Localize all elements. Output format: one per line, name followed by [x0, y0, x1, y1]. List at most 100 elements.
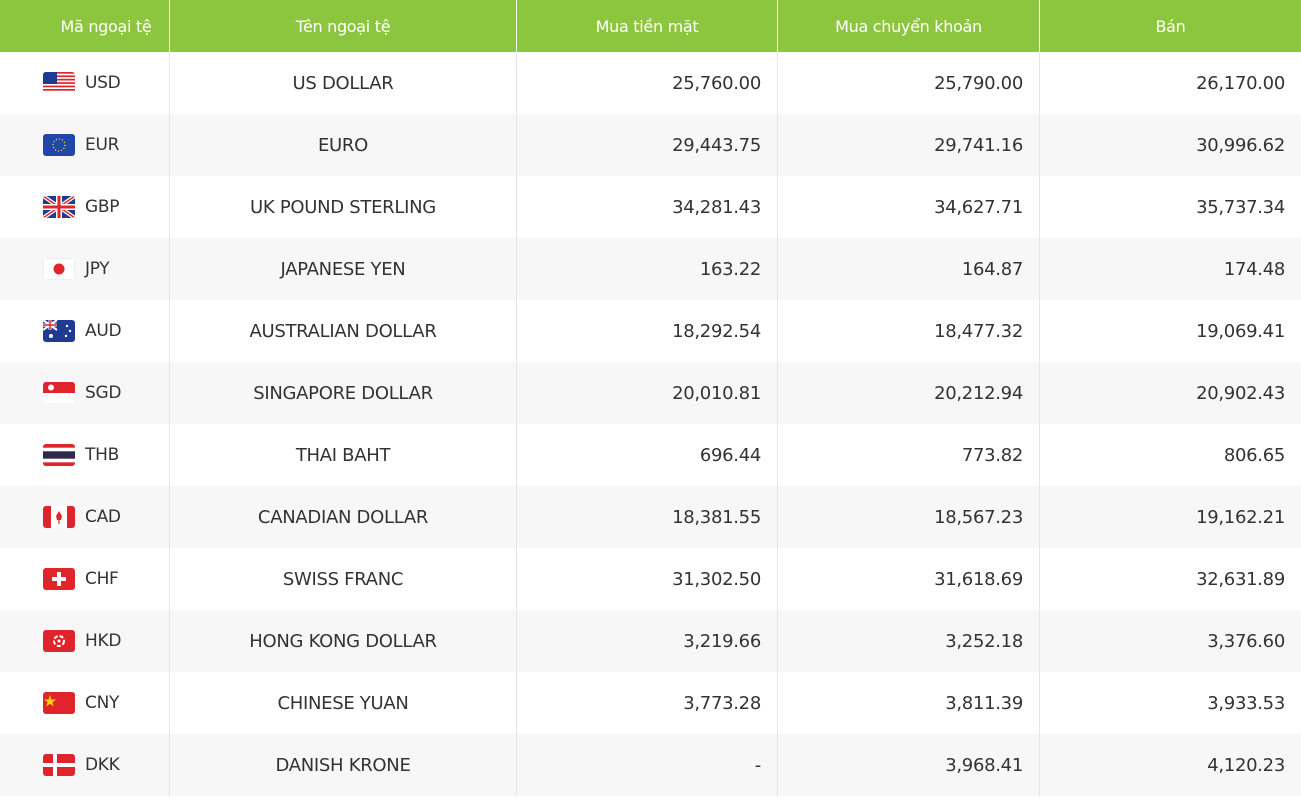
currency-name-cell: DANISH KRONE: [170, 734, 517, 796]
flag-shape: [43, 320, 57, 330]
flag-shape: [43, 196, 75, 218]
rate-cell: 18,477.32: [778, 300, 1040, 362]
currency-code: CAD: [85, 507, 121, 527]
currency-code-cell: HKD: [0, 610, 170, 672]
table-row: DKK DANISH KRONE -3,968.41 4,120.23: [0, 734, 1301, 796]
rate-cell: 773.82: [778, 424, 1040, 486]
flag-icon: [43, 630, 75, 652]
rate-cell: 18,292.54: [517, 300, 778, 362]
rate-cell: 3,811.39: [778, 672, 1040, 734]
flag-shape: [67, 506, 75, 528]
flag-icon: [43, 72, 75, 94]
flag-icon: [43, 754, 75, 776]
flag-shape: [43, 630, 75, 652]
flag-shape: [43, 78, 75, 81]
currency-name-cell: HONG KONG DOLLAR: [170, 610, 517, 672]
rate-cell: 3,933.53: [1207, 692, 1285, 714]
rate-cell: 26,170.00: [1196, 72, 1285, 94]
currency-code: EUR: [85, 135, 120, 155]
currency-code: CNY: [85, 693, 120, 713]
currency-code: USD: [85, 73, 121, 93]
rate-cell: 29,741.16: [778, 114, 1040, 176]
flag-shape: [43, 444, 75, 466]
rate-cell: 34,627.71: [778, 176, 1040, 238]
currency-name-cell: SWISS FRANC: [170, 548, 517, 610]
flag-shape: [43, 82, 75, 84]
flag-shape: [43, 506, 51, 528]
table-row: EUR EURO 29,443.75 29,741.16 30,996.62: [0, 114, 1301, 176]
rate-cell: 32,631.89: [1196, 568, 1285, 590]
flag-shape: [43, 382, 75, 393]
flag-shape: [43, 72, 57, 84]
currency-code: JPY: [85, 259, 110, 279]
rate-cell: 20,212.94: [778, 362, 1040, 424]
rate-cell: 20,902.43: [1196, 382, 1285, 404]
currency-code-cell: CNY: [0, 672, 170, 734]
flag-shape: [49, 334, 53, 338]
flag-shape: [43, 75, 75, 78]
flag-shape: [56, 511, 62, 520]
flag-shape: [65, 324, 69, 328]
rate-cell: 163.22: [517, 238, 778, 300]
currency-code: THB: [85, 445, 119, 465]
flag-shape: [43, 89, 75, 91]
rate-cell: 3,968.41: [778, 734, 1040, 796]
rate-cell: 4,120.23: [1207, 754, 1285, 776]
currency-code-cell: CHF: [0, 548, 170, 610]
rate-cell: 31,618.69: [778, 548, 1040, 610]
currency-name-cell: CANADIAN DOLLAR: [170, 486, 517, 548]
rate-cell: 31,302.50: [517, 548, 778, 610]
rate-cell: 19,162.21: [1196, 506, 1285, 528]
rate-cell: 174.48: [1223, 258, 1285, 280]
table-row: USD US DOLLAR 25,760.00 25,790.00 26,170.00: [0, 52, 1301, 114]
flag-shape: [43, 134, 75, 156]
flag-shape: [43, 258, 75, 280]
flag-shape: [43, 72, 75, 74]
flag-icon: [43, 320, 75, 342]
currency-code-cell: SGD: [0, 362, 170, 424]
currency-code: GBP: [85, 197, 120, 217]
rate-cell: 35,737.34: [1196, 196, 1285, 218]
table-row: THB THAI BAHT 696.44 773.82 806.65: [0, 424, 1301, 486]
flag-shape: [48, 384, 54, 391]
flag-icon: [43, 382, 75, 404]
flag-icon: [43, 196, 75, 218]
currency-name-cell: AUSTRALIAN DOLLAR: [170, 300, 517, 362]
table-row: SGD SINGAPORE DOLLAR 20,010.81 20,212.94 20,…: [0, 362, 1301, 424]
table-row: AUD AUSTRALIAN DOLLAR 18,292.54 18,477.32 19…: [0, 300, 1301, 362]
flag-shape: [64, 334, 68, 338]
flag-shape: [43, 320, 75, 342]
currency-name-cell: JAPANESE YEN: [170, 238, 517, 300]
rate-cell: 30,996.62: [1196, 134, 1285, 156]
flag-shape: [43, 692, 75, 714]
rate-cell: 806.65: [1223, 444, 1285, 466]
currency-code: SGD: [85, 383, 122, 403]
table-row: HKD HONG KONG DOLLAR 3,219.66 3,252.18 3,376…: [0, 610, 1301, 672]
header-cell: Mua tiền mặt: [517, 0, 778, 52]
header-cell: Mã ngoại tệ: [0, 0, 170, 52]
rate-cell: 34,281.43: [517, 176, 778, 238]
flag-icon: [43, 258, 75, 280]
currency-name-cell: CHINESE YUAN: [170, 672, 517, 734]
flag-shape: [43, 72, 75, 94]
flag-icon: [43, 568, 75, 590]
header-cell: Tên ngoại tệ: [170, 0, 517, 52]
flag-shape: [43, 451, 75, 459]
flag-shape: [43, 754, 75, 776]
flag-shape: [43, 506, 75, 528]
currency-code: AUD: [85, 321, 122, 341]
rate-cell: 25,790.00: [778, 52, 1040, 114]
rate-cell: 25,760.00: [517, 52, 778, 114]
rate-cell: 20,010.81: [517, 362, 778, 424]
currency-code-cell: THB: [0, 424, 170, 486]
currency-code-cell: USD: [0, 52, 170, 114]
rate-cell: 3,376.60: [1207, 630, 1285, 652]
currency-code-cell: GBP: [0, 176, 170, 238]
flag-shape: [53, 635, 65, 647]
currency-code-cell: JPY: [0, 238, 170, 300]
flag-shape: [52, 577, 66, 581]
rate-cell: 29,443.75: [517, 114, 778, 176]
flag-shape: [43, 382, 75, 404]
